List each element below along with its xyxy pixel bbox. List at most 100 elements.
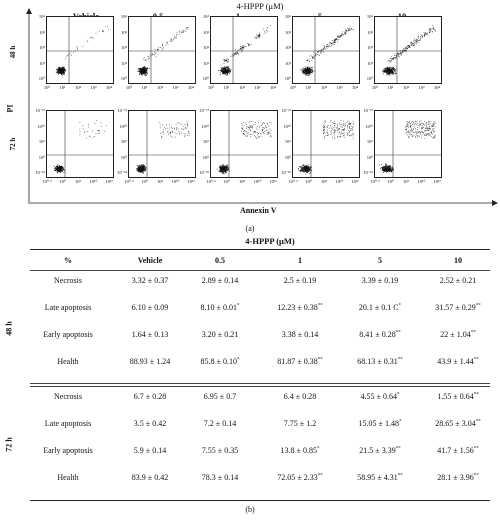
table-cell: 4.55 ± 0.64* <box>342 392 418 401</box>
y-tick-label: 10¹ <box>285 60 291 66</box>
significance-mark: ** <box>473 473 479 479</box>
x-tick-label: 10⁴ <box>187 85 195 90</box>
table-cell-text: 6.10 ± 0.09 <box>131 303 169 312</box>
table-cell-text: 6.95 ± 0.7 <box>203 392 237 401</box>
table-cell: 31.57 ± 0.29** <box>420 303 496 312</box>
x-tick-label: 10¹ <box>59 85 66 90</box>
table-cell-text: 85.8 ± 0.10 <box>200 357 237 366</box>
y-tick-label: 10⁻¹² <box>281 108 291 113</box>
table-cell-text: 20.1 ± 0.1 C <box>358 303 399 312</box>
significance-mark: ** <box>397 357 403 363</box>
significance-mark: * <box>398 303 402 309</box>
table-cell: 3.5 ± 0.42 <box>112 419 188 428</box>
table-cell-text: 3.38 ± 0.14 <box>281 330 319 339</box>
y-tick-label: 10² <box>285 45 291 50</box>
table-cell-text: 8.10 ± 0.01 <box>200 303 237 312</box>
significance-mark: * <box>398 419 402 425</box>
x-tick-label: 10³ <box>418 85 425 90</box>
x-tick-label: 10³ <box>90 85 97 90</box>
flow-plot-72h-5 <box>292 110 360 178</box>
y-tick-label: 10¹⁰ <box>201 123 209 129</box>
row-label-text: Late apoptosis <box>44 419 92 428</box>
x-tick-label: 10⁰·² <box>370 179 380 184</box>
y-tick-label: 10³ <box>285 29 291 35</box>
y-tick-label: 10⁰ <box>284 76 291 81</box>
table-cell: 68.13 ± 0.31** <box>342 357 418 366</box>
table-cell: 83.9 ± 0.42 <box>112 473 188 482</box>
col-header-text: 0.5 <box>215 256 225 265</box>
x-tick-label: 10² <box>321 85 327 90</box>
x-tick-label: 10⁰·² <box>42 179 52 184</box>
col-header-text: 1 <box>298 256 302 265</box>
x-tick-label: 10¹⁰ <box>171 179 180 184</box>
table-rule-bottom <box>30 500 490 501</box>
significance-mark: ** <box>397 473 403 479</box>
table-cell: 78.3 ± 0.14 <box>182 473 258 482</box>
significance-mark: ** <box>317 303 323 309</box>
y-axis-label: PI <box>5 104 15 113</box>
col-header: 10 <box>422 256 494 265</box>
row-label: Health <box>22 473 114 482</box>
y-tick-label: 10⁰ <box>202 154 209 160</box>
table-cell: 6.4 ± 0.28 <box>262 392 338 401</box>
table-cell-text: 58.95 ± 4.31 <box>357 473 398 482</box>
x-tick-label: 10⁰ <box>387 179 394 184</box>
x-tick-label: 10⁰ <box>43 85 51 90</box>
col-header: 0.5 <box>184 256 256 265</box>
table-cell-text: 5.9 ± 0.14 <box>133 446 167 455</box>
y-tick-label: 10⁰ <box>120 76 127 81</box>
y-tick-label: 10⁴ <box>38 14 45 19</box>
y-tick-label: 10⁻¹² <box>199 108 209 113</box>
row-label: Early apoptosis <box>22 330 114 339</box>
group-label-48h: 48 h <box>4 321 14 336</box>
y-tick-label: 10⁻¹⁸ <box>199 170 209 175</box>
table-cell: 20.1 ± 0.1 C* <box>342 303 418 312</box>
x-tick-label: 10⁴ <box>433 85 441 90</box>
row-label: Necrosis <box>22 392 114 401</box>
significance-mark: * <box>316 446 320 452</box>
table-cell: 3.39 ± 0.19 <box>342 276 418 285</box>
row-label-72h: 72 h <box>9 137 17 151</box>
x-tick-label: 10² <box>403 85 409 90</box>
y-tick-label: 10¹ <box>203 60 209 66</box>
table-cell-text: 13.8 ± 0.85 <box>280 446 317 455</box>
table-cell: 81.87 ± 0.38** <box>262 357 338 366</box>
table-cell-text: 28.1 ± 3.96 <box>437 473 474 482</box>
table-cell-text: 78.3 ± 0.14 <box>201 473 239 482</box>
y-tick-label: 10⁰ <box>38 154 45 160</box>
y-tick-label: 10² <box>203 45 209 50</box>
table-cell: 1.55 ± 0.64** <box>420 392 496 401</box>
y-tick-label: 10⁰ <box>284 154 291 160</box>
table-cell: 21.5 ± 3.39** <box>342 446 418 455</box>
y-tick-label: 10¹ <box>39 60 45 66</box>
table-cell-text: 72.05 ± 2.33 <box>277 473 318 482</box>
x-tick-label: 10¹⁰ <box>89 179 98 184</box>
y-axis-arrow <box>26 8 32 204</box>
y-tick-label: 10² <box>39 45 45 50</box>
table-cell: 7.55 ± 0.35 <box>182 446 258 455</box>
significance-mark: ** <box>317 473 323 479</box>
significance-mark: ** <box>475 419 481 425</box>
table-cell: 6.10 ± 0.09 <box>112 303 188 312</box>
y-tick-label: 10⁵ <box>120 139 127 144</box>
table-cell-text: 21.5 ± 3.39 <box>359 446 396 455</box>
y-tick-label: 10¹⁰ <box>283 123 291 129</box>
figure-title: 4-HPPP (μM) <box>236 1 284 11</box>
y-tick-label: 10¹ <box>121 60 127 66</box>
table-cell: 72.05 ± 2.33** <box>262 473 338 482</box>
x-tick-label: 10⁰ <box>289 85 297 90</box>
table-cell-text: 12.23 ± 0.38 <box>277 303 318 312</box>
x-axis-arrow <box>30 200 498 206</box>
col-header: 1 <box>264 256 336 265</box>
flow-plot-48h-0-5 <box>128 16 196 84</box>
table-cell-text: 43.9 ± 1.44 <box>437 357 474 366</box>
x-tick-label: 10¹ <box>141 85 148 90</box>
row-label-text: Early apoptosis <box>43 446 93 455</box>
row-label: Necrosis <box>22 276 114 285</box>
table-cell-text: 7.2 ± 0.14 <box>203 419 237 428</box>
table-cell-text: 2.89 ± 0.14 <box>201 276 239 285</box>
x-tick-label: 10⁵ <box>320 179 328 184</box>
table-cell-text: 81.87 ± 0.38 <box>277 357 318 366</box>
significance-mark: * <box>396 392 400 398</box>
x-tick-label: 10⁵ <box>402 179 410 184</box>
